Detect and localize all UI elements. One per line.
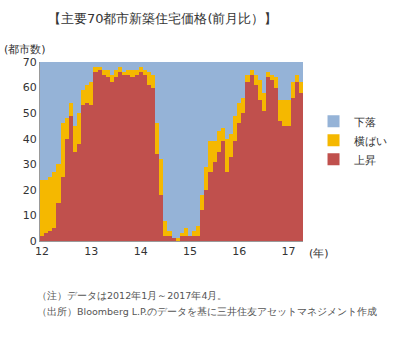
svg-text:40: 40 bbox=[23, 133, 37, 146]
svg-text:横ばい: 横ばい bbox=[354, 135, 387, 148]
svg-text:0: 0 bbox=[30, 235, 37, 248]
svg-text:(都市数): (都市数) bbox=[4, 43, 46, 56]
svg-text:10: 10 bbox=[23, 209, 37, 222]
svg-text:60: 60 bbox=[23, 81, 37, 94]
svg-text:17: 17 bbox=[282, 245, 296, 258]
svg-text:50: 50 bbox=[23, 107, 37, 120]
svg-text:14: 14 bbox=[134, 245, 148, 258]
svg-text:【主要70都市新築住宅価格(前月比）】: 【主要70都市新築住宅価格(前月比）】 bbox=[48, 11, 278, 26]
svg-text:上昇: 上昇 bbox=[354, 154, 376, 167]
svg-text:（注）データは2012年1月～2017年4月。: （注）データは2012年1月～2017年4月。 bbox=[37, 290, 227, 301]
svg-text:30: 30 bbox=[23, 158, 37, 171]
svg-text:（出所）Bloomberg L.P.のデータを基に三井住友ア: （出所）Bloomberg L.P.のデータを基に三井住友アセットマネジメント作… bbox=[37, 306, 377, 317]
svg-text:70: 70 bbox=[23, 56, 37, 69]
svg-text:(年): (年) bbox=[309, 247, 329, 260]
svg-text:12: 12 bbox=[35, 245, 49, 258]
svg-text:20: 20 bbox=[23, 184, 37, 197]
svg-text:下落: 下落 bbox=[354, 116, 376, 129]
svg-text:13: 13 bbox=[84, 245, 98, 258]
svg-text:15: 15 bbox=[183, 245, 197, 258]
svg-text:16: 16 bbox=[232, 245, 246, 258]
